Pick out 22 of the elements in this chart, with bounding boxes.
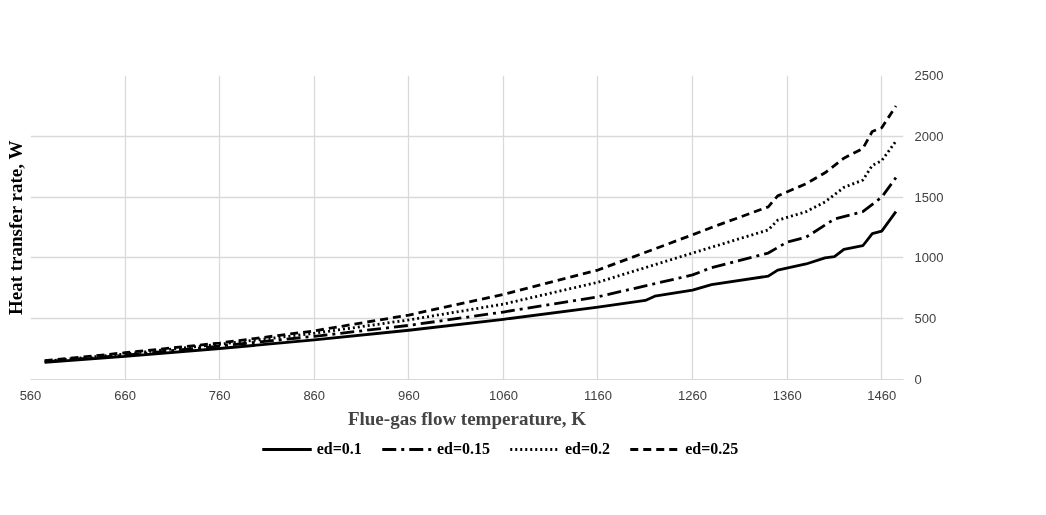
x-axis-title: Flue-gas flow temperature, K: [347, 407, 587, 429]
y-tick-label: 500: [914, 311, 937, 327]
legend-label: ed=0.1: [316, 440, 362, 458]
x-tick-label: 760: [208, 387, 231, 403]
x-tick-label: 1360: [772, 387, 802, 403]
y-axis-title: Heat transfer rate, W: [4, 140, 26, 316]
x-tick-label: 1160: [584, 387, 612, 403]
legend-label: ed=0.25: [685, 440, 739, 458]
y-tick-label: 2000: [914, 128, 944, 144]
x-tick-label: 1460: [867, 387, 897, 403]
x-tick-label: 560: [19, 387, 42, 403]
y-tick-label: 0: [914, 372, 922, 387]
legend-label: ed=0.15: [436, 440, 490, 458]
x-tick-label: 1260: [678, 387, 708, 403]
x-tick-label: 1060: [488, 387, 518, 403]
y-tick-label: 1500: [914, 189, 944, 205]
x-tick-label: 960: [397, 387, 420, 403]
legend-label: ed=0.2: [565, 440, 611, 458]
x-tick-label: 860: [303, 387, 326, 403]
y-tick-label: 2500: [914, 68, 944, 83]
y-tick-label: 1000: [914, 250, 944, 266]
x-tick-label: 660: [114, 387, 136, 403]
